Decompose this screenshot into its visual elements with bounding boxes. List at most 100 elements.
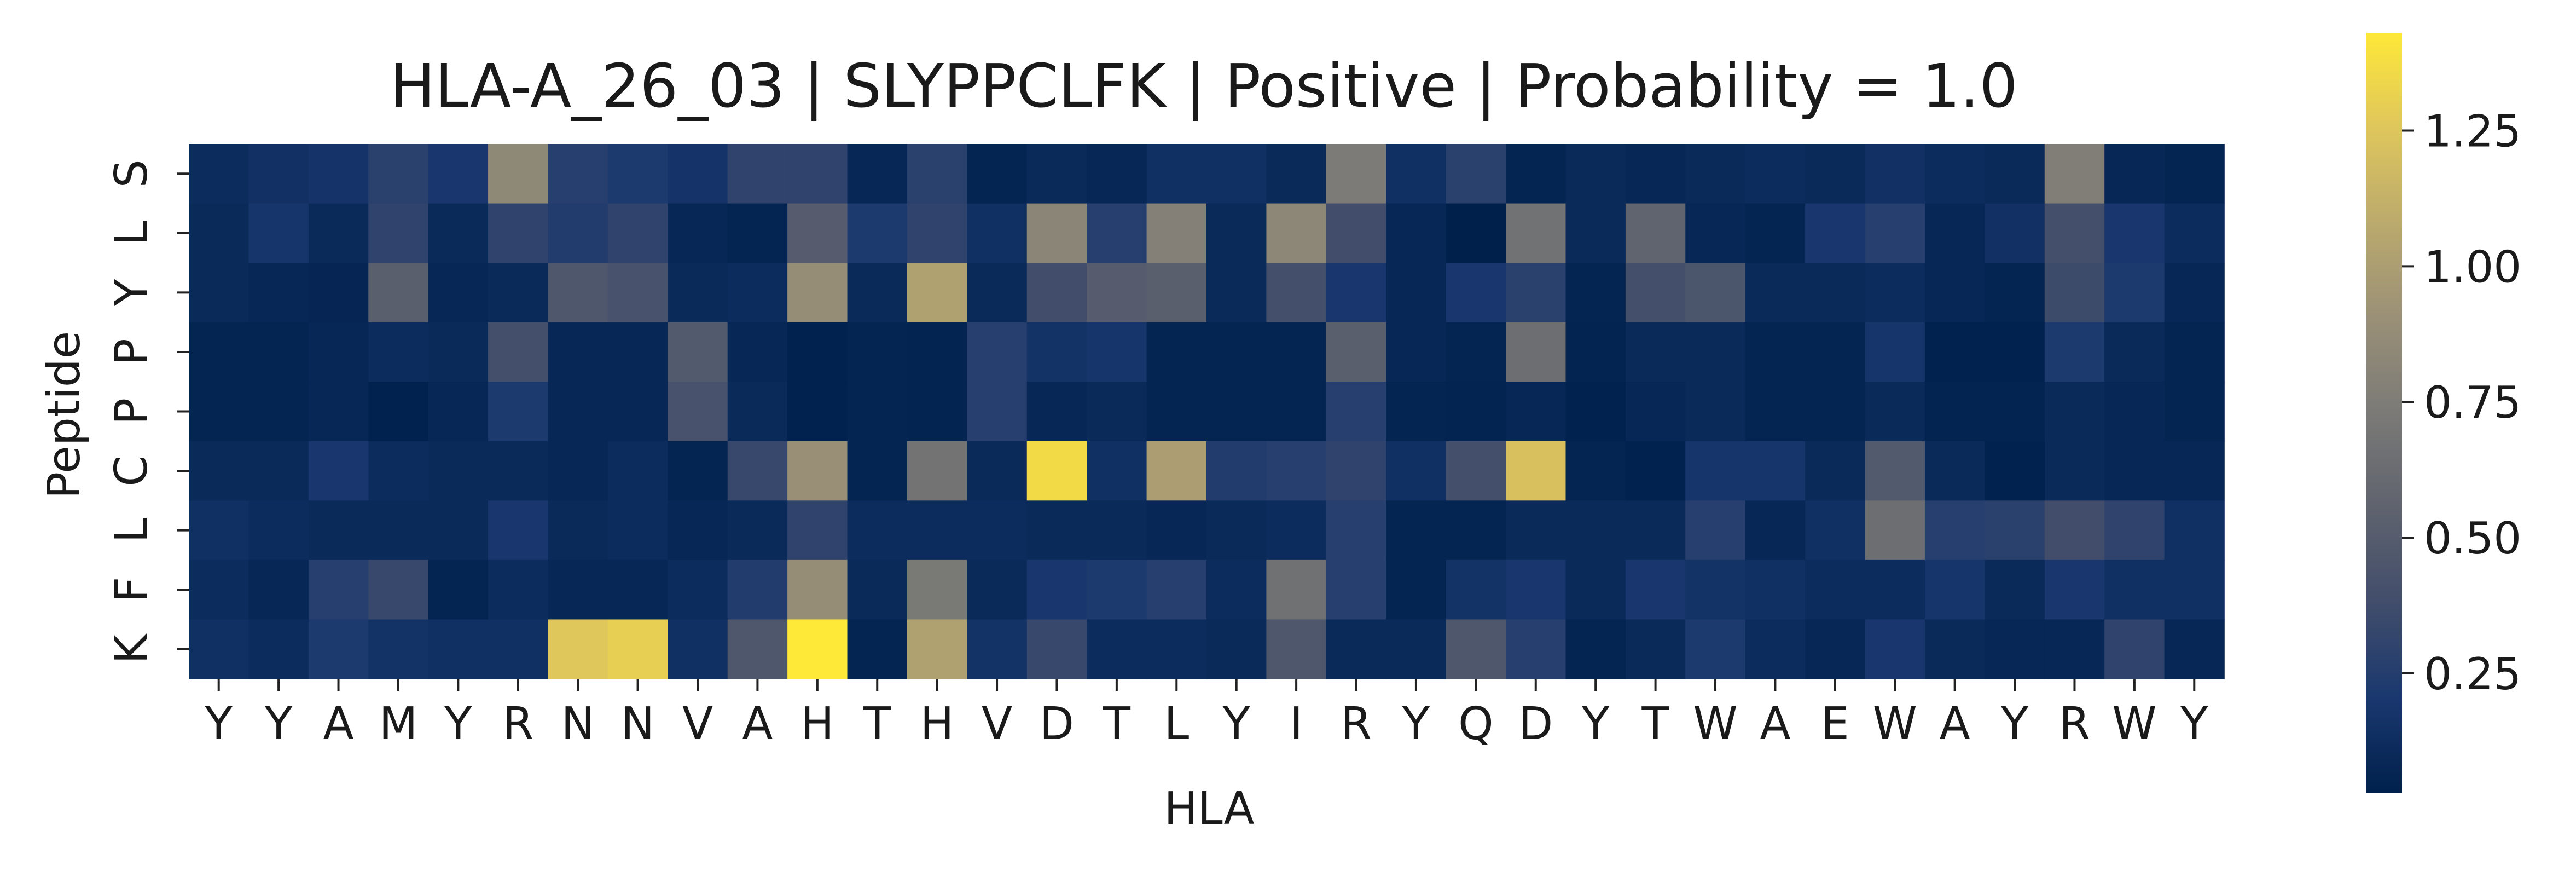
heatmap-cell xyxy=(2104,144,2165,204)
heatmap-cell xyxy=(368,500,428,560)
x-tick-label: R xyxy=(2059,698,2090,750)
heatmap-cell xyxy=(2045,500,2105,560)
x-tick-label: N xyxy=(561,698,595,750)
heatmap-cell xyxy=(1685,560,1745,620)
colorbar xyxy=(2366,33,2402,793)
heatmap-cell xyxy=(248,144,309,204)
heatmap-cell xyxy=(1925,204,1985,263)
heatmap-cell xyxy=(1506,441,1566,501)
heatmap-cell xyxy=(2045,322,2105,382)
heatmap-cell xyxy=(668,204,728,263)
heatmap-cell xyxy=(1087,263,1147,322)
heatmap-cell xyxy=(1805,441,1865,501)
y-tick-label: C xyxy=(106,455,158,486)
heatmap-cell xyxy=(488,382,548,441)
heatmap-cell xyxy=(1985,263,2045,322)
heatmap-cell xyxy=(1027,204,1087,263)
heatmap-cell xyxy=(488,204,548,263)
heatmap-cell xyxy=(1626,560,1686,620)
heatmap-cell xyxy=(2165,500,2225,560)
heatmap-cell xyxy=(2045,441,2105,501)
heatmap-cell xyxy=(608,500,668,560)
heatmap-cell xyxy=(668,441,728,501)
heatmap-cell xyxy=(368,619,428,679)
heatmap-cell xyxy=(1266,263,1326,322)
heatmap-cell xyxy=(1386,263,1446,322)
heatmap-cell xyxy=(2165,441,2225,501)
heatmap-cell xyxy=(548,322,608,382)
heatmap-cell xyxy=(728,441,788,501)
heatmap-cell xyxy=(967,619,1027,679)
x-tick-label: D xyxy=(1518,698,1553,750)
heatmap-cell xyxy=(428,619,489,679)
heatmap-cell xyxy=(309,619,369,679)
heatmap-cell xyxy=(1685,500,1745,560)
heatmap-cell xyxy=(1805,560,1865,620)
heatmap-cell xyxy=(1326,263,1386,322)
heatmap-cell xyxy=(2045,144,2105,204)
x-tick-label: T xyxy=(1641,698,1670,750)
heatmap-cell xyxy=(1925,263,1985,322)
heatmap-cell xyxy=(1147,441,1207,501)
heatmap-cell xyxy=(189,441,249,501)
heatmap-cell xyxy=(2045,619,2105,679)
heatmap-cell xyxy=(1865,144,1925,204)
heatmap-cell xyxy=(1685,263,1745,322)
heatmap-cell xyxy=(1386,144,1446,204)
heatmap-cell xyxy=(787,204,848,263)
heatmap-cell xyxy=(488,322,548,382)
heatmap-cell xyxy=(728,560,788,620)
heatmap-cell xyxy=(1805,382,1865,441)
heatmap-cell xyxy=(1147,263,1207,322)
heatmap-cell xyxy=(1386,560,1446,620)
heatmap-cell xyxy=(1685,204,1745,263)
heatmap-cell xyxy=(2165,560,2225,620)
heatmap-cell xyxy=(1446,322,1506,382)
heatmap-cell xyxy=(608,263,668,322)
heatmap-cell xyxy=(428,560,489,620)
colorbar-tick-label: 0.50 xyxy=(2424,513,2521,564)
heatmap-cell xyxy=(848,322,908,382)
heatmap-cell xyxy=(189,560,249,620)
heatmap-cell xyxy=(1087,619,1147,679)
heatmap-cell xyxy=(1745,382,1806,441)
heatmap-cell xyxy=(1985,322,2045,382)
heatmap-cell xyxy=(548,441,608,501)
x-tick-label: A xyxy=(1940,698,1970,750)
heatmap-cell xyxy=(1565,382,1626,441)
heatmap-cell xyxy=(787,500,848,560)
heatmap-cell xyxy=(248,382,309,441)
heatmap-cell xyxy=(1626,382,1686,441)
heatmap-cell xyxy=(1685,322,1745,382)
heatmap-cell xyxy=(1565,204,1626,263)
heatmap-cell xyxy=(309,204,369,263)
heatmap-cell xyxy=(1985,560,2045,620)
heatmap-cell xyxy=(1027,382,1087,441)
heatmap-cell xyxy=(2045,382,2105,441)
heatmap-cell xyxy=(1027,144,1087,204)
heatmap-cell xyxy=(668,144,728,204)
heatmap-cell xyxy=(548,500,608,560)
heatmap-cell xyxy=(1446,500,1506,560)
heatmap-cell xyxy=(1685,619,1745,679)
heatmap-cell xyxy=(2165,204,2225,263)
colorbar-tick-label: 1.25 xyxy=(2424,106,2521,157)
x-tick-label: N xyxy=(621,698,654,750)
heatmap-cell xyxy=(488,560,548,620)
heatmap-cell xyxy=(428,382,489,441)
heatmap-cell xyxy=(848,144,908,204)
heatmap-cell xyxy=(787,322,848,382)
y-tick-label: S xyxy=(106,159,158,188)
heatmap-cell xyxy=(248,263,309,322)
heatmap-cell xyxy=(787,441,848,501)
heatmap-cell xyxy=(1027,619,1087,679)
heatmap-cell xyxy=(1266,441,1326,501)
heatmap-cell xyxy=(309,560,369,620)
heatmap-cell xyxy=(1266,204,1326,263)
heatmap-cell xyxy=(1386,204,1446,263)
heatmap-cell xyxy=(1925,500,1985,560)
heatmap-cell xyxy=(1027,560,1087,620)
heatmap-cell xyxy=(1745,322,1806,382)
heatmap-cell xyxy=(1925,382,1985,441)
